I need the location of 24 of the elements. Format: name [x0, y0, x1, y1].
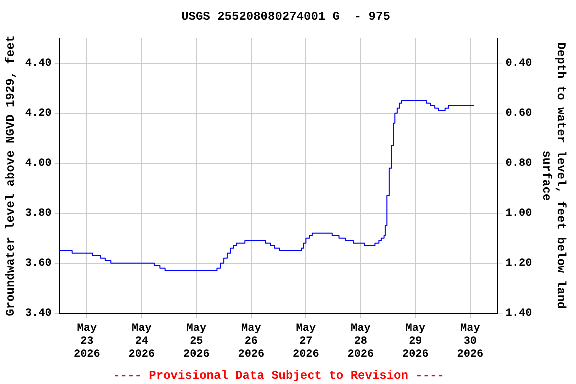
x-tick-label: May 25 2026	[183, 322, 210, 362]
x-tick-label: May 23 2026	[74, 322, 100, 362]
y-axis-title: Groundwater level above NGVD 1929, feet	[4, 35, 18, 316]
text: ---- Provisional Data Subject to Revision ----	[113, 369, 444, 384]
y2-tick-label: 1.20	[506, 258, 532, 270]
y2-axis-title: Depth to water level, feet below land surface	[539, 42, 568, 310]
y-tick-label: 4.40	[25, 58, 52, 70]
y-tick-label: 3.80	[25, 208, 52, 220]
y-tick-label: 4.20	[25, 108, 52, 120]
x-tick-label: May 28 2026	[348, 322, 374, 362]
x-tick-label: May 26 2026	[238, 322, 265, 362]
y-tick-label: 4.00	[25, 158, 52, 170]
y-tick-label: 3.40	[25, 308, 52, 320]
y-tick-label: 3.60	[25, 258, 52, 270]
chart-title: USGS 255208080274001 G - 975	[182, 10, 390, 24]
y2-tick-label: 1.40	[506, 308, 532, 320]
y2-tick-label: 0.80	[506, 158, 532, 170]
x-tick-label: May 30 2026	[457, 322, 484, 362]
x-tick-label: May 29 2026	[402, 322, 429, 362]
y2-tick-label: 0.40	[506, 58, 532, 70]
x-tick-label: May 24 2026	[128, 322, 156, 362]
y2-tick-label: 1.00	[506, 208, 532, 220]
x-tick-label: May 27 2026	[292, 322, 320, 362]
y2-tick-label: 0.60	[506, 108, 532, 120]
